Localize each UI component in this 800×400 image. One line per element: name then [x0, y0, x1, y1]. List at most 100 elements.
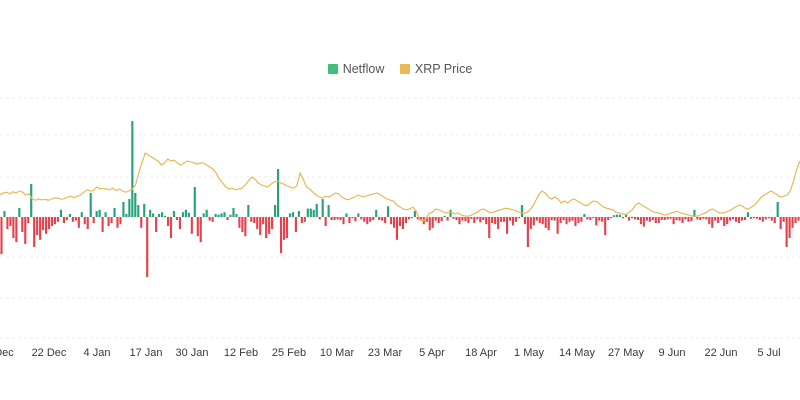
netflow-bar — [107, 217, 110, 226]
netflow-bar — [500, 217, 503, 222]
netflow-bar — [523, 217, 526, 225]
netflow-bar — [175, 217, 179, 220]
netflow-bar — [71, 217, 74, 222]
netflow-bar — [782, 217, 785, 222]
netflow-bar — [110, 217, 113, 223]
x-tick-label: 5 Apr — [419, 347, 445, 359]
netflow-bar — [592, 217, 595, 219]
netflow-bar — [360, 217, 363, 220]
netflow-bar — [458, 217, 461, 225]
legend-item-xrp-price[interactable]: XRP Price — [399, 62, 473, 76]
netflow-bar — [610, 217, 613, 219]
netflow-bar — [9, 217, 12, 226]
netflow-bar — [62, 217, 66, 223]
netflow-bar — [571, 217, 574, 221]
xrp-price-line — [0, 152, 800, 222]
netflow-bar — [187, 212, 190, 217]
x-tick-label: 1 May — [514, 347, 544, 359]
netflow-bar — [663, 217, 666, 220]
netflow-bar — [752, 217, 755, 219]
netflow-bar — [53, 217, 57, 225]
netflow-bar — [3, 211, 6, 217]
netflow-bar — [440, 217, 443, 222]
netflow-bar — [288, 213, 292, 217]
netflow-bar — [104, 212, 107, 217]
netflow-bar — [279, 217, 283, 253]
netflow-bar — [633, 217, 637, 220]
netflow-bar — [137, 205, 140, 217]
netflow-bar — [494, 217, 497, 225]
netflow-bar — [488, 217, 491, 238]
netflow-bar — [297, 211, 300, 217]
netflow-bar — [324, 217, 327, 226]
netflow-bar — [398, 217, 402, 226]
netflow-bar — [758, 217, 761, 220]
netflow-bar — [18, 208, 21, 217]
netflow-bar — [702, 217, 705, 219]
netflow-bar — [791, 217, 794, 228]
netflow-bar — [568, 217, 571, 222]
netflow-bar — [672, 217, 675, 225]
netflow-bar — [723, 217, 726, 226]
netflow-bar — [125, 214, 128, 217]
netflow-bar — [443, 215, 446, 217]
netflow-bar — [217, 214, 220, 217]
netflow-bar — [559, 217, 562, 223]
legend-label-xrp-price: XRP Price — [414, 62, 473, 76]
netflow-bar — [262, 217, 265, 225]
netflow-bar — [152, 213, 155, 217]
netflow-bar — [556, 217, 559, 234]
netflow-bar — [92, 217, 95, 223]
netflow-bar — [788, 217, 791, 238]
netflow-bar — [553, 217, 556, 221]
netflow-bar — [375, 209, 378, 217]
netflow-bar — [342, 217, 345, 225]
netflow-bar — [473, 217, 476, 223]
netflow-bar — [797, 217, 800, 221]
netflow-bar — [532, 217, 535, 226]
netflow-bar — [761, 217, 764, 222]
netflow-bar — [169, 217, 173, 238]
netflow-bar — [238, 217, 241, 228]
netflow-bar — [654, 217, 657, 223]
netflow-bar — [327, 205, 330, 217]
x-tick-label: 4 Jan — [84, 347, 111, 359]
netflow-bar — [119, 217, 122, 225]
netflow-bar — [401, 217, 405, 229]
netflow-bar — [321, 199, 324, 217]
netflow-bar — [21, 217, 24, 232]
netflow-bar — [514, 217, 518, 222]
netflow-bar — [95, 211, 98, 217]
netflow-bar — [235, 214, 238, 217]
netflow-bar — [431, 217, 434, 228]
netflow-bar — [146, 217, 149, 277]
netflow-bar — [300, 217, 303, 223]
netflow-bar — [277, 169, 280, 217]
netflow-bar — [357, 213, 360, 217]
netflow-bar — [24, 217, 27, 244]
netflow-bar — [764, 217, 767, 220]
netflow-bar — [541, 217, 544, 225]
netflow-bar — [214, 214, 217, 217]
netflow-bar — [749, 217, 752, 219]
netflow-bar — [740, 217, 744, 221]
netflow-bar — [282, 217, 286, 240]
netflow-bar — [491, 217, 494, 223]
netflow-bar — [616, 214, 619, 217]
netflow-bar — [395, 217, 399, 240]
netflow-bar — [666, 217, 669, 220]
netflow-bar — [452, 217, 455, 219]
netflow-bar — [116, 217, 119, 228]
netflow-bar — [339, 217, 342, 220]
netflow-bar — [348, 217, 351, 223]
netflow-bar — [508, 217, 512, 221]
netflow-bar — [467, 217, 470, 223]
netflow-bar — [699, 217, 702, 220]
x-tick-label: 25 Feb — [272, 347, 306, 359]
legend-item-netflow[interactable]: Netflow — [327, 62, 384, 76]
netflow-bar — [345, 213, 348, 217]
netflow-bar — [464, 217, 467, 222]
netflow-bar — [354, 217, 357, 222]
netflow-bar — [122, 202, 125, 217]
